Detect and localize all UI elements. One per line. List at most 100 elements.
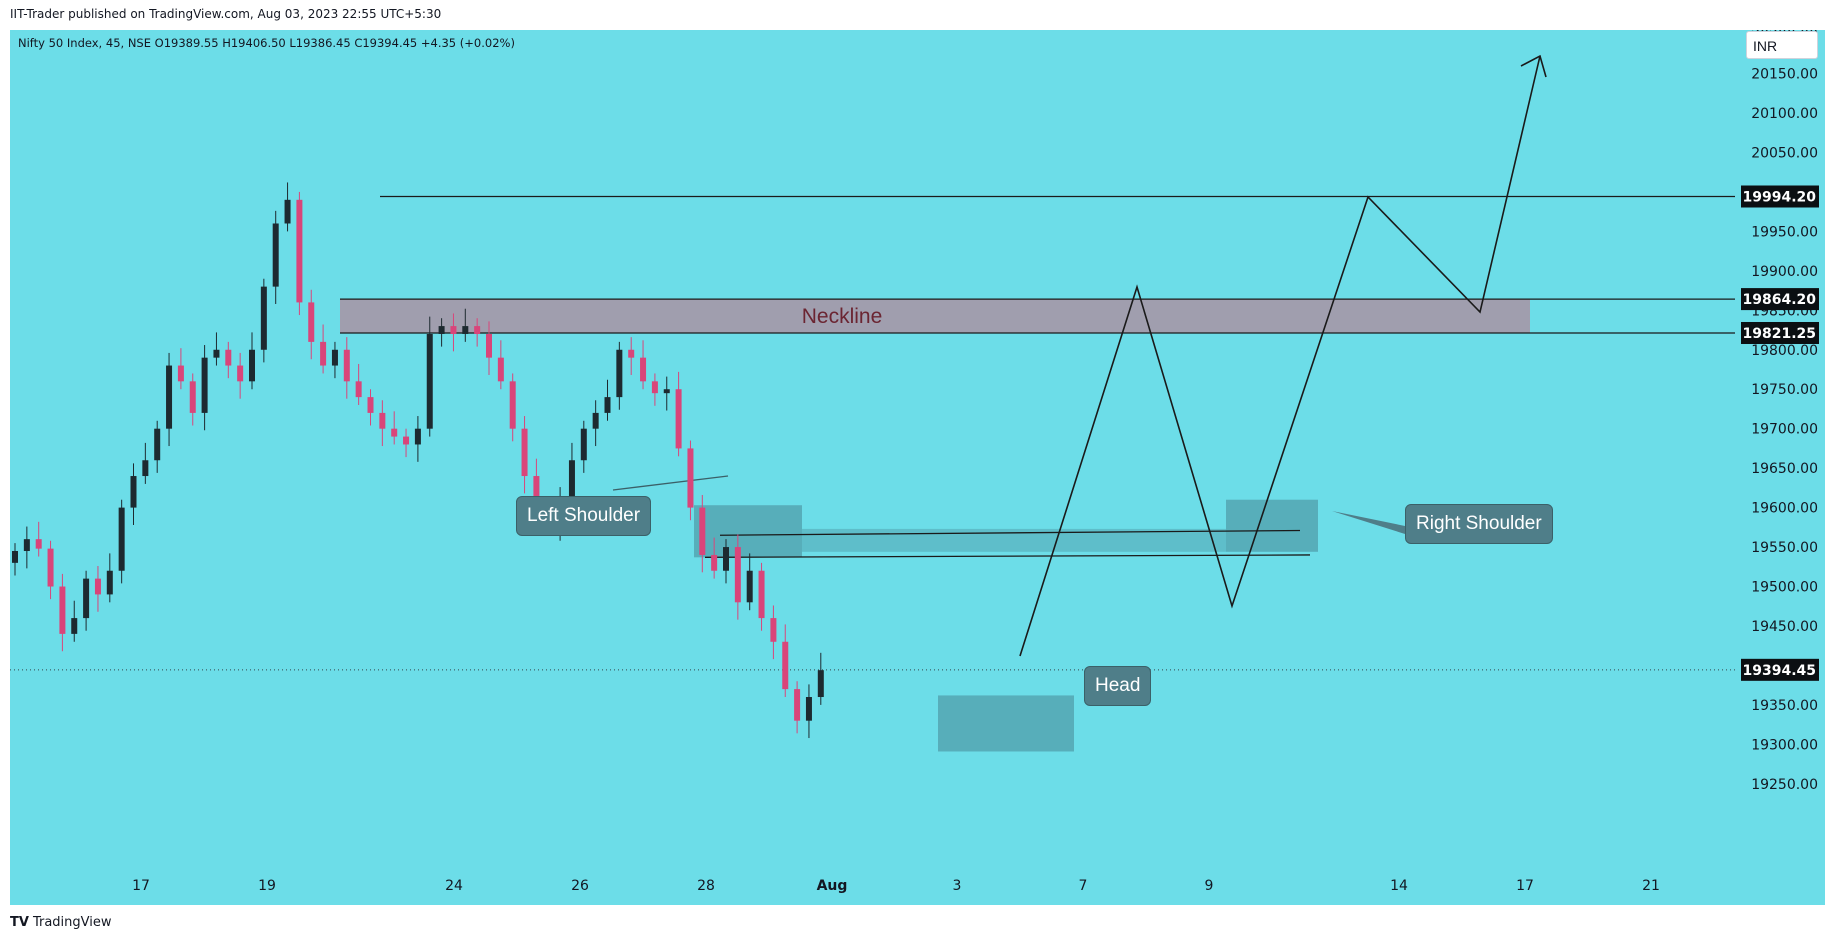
candle	[83, 570, 90, 631]
publisher-bar: IIT-Trader published on TradingView.com,…	[0, 0, 1835, 30]
candle	[296, 191, 303, 316]
horizontal-levels	[10, 195, 1735, 671]
y-tick-label: 19500.00	[1751, 580, 1818, 596]
candle	[462, 308, 469, 342]
price-label-text: 19821.25	[1742, 326, 1816, 342]
candle	[343, 337, 350, 399]
candle-body	[118, 507, 125, 571]
candle	[225, 341, 232, 379]
price-label: 19994.20	[1741, 185, 1819, 208]
currency-selector[interactable]: INR	[1746, 31, 1818, 59]
candle-body	[746, 570, 753, 603]
candle-body	[474, 326, 481, 334]
shoulder-line-upper	[719, 529, 1301, 536]
price-label-text: 19994.20	[1742, 190, 1816, 206]
candle	[770, 605, 777, 660]
candle	[130, 463, 137, 525]
candle	[249, 332, 255, 390]
price-label: 19821.25	[1741, 321, 1819, 344]
candle	[497, 340, 504, 390]
candle	[758, 562, 765, 631]
candle	[651, 373, 658, 406]
candle-body	[782, 641, 789, 690]
candle	[486, 321, 492, 376]
candle	[426, 316, 433, 437]
candle-body	[580, 428, 587, 461]
candle	[746, 553, 753, 611]
candle	[616, 341, 623, 410]
candle-body	[83, 578, 90, 619]
candle	[414, 416, 421, 462]
price-label-bg	[1741, 288, 1819, 311]
projection-path	[1019, 55, 1541, 657]
candle	[723, 539, 729, 584]
candle	[71, 600, 78, 642]
candle	[23, 526, 30, 569]
y-tick-label: 20100.00	[1751, 106, 1818, 122]
candle-body	[177, 365, 184, 382]
candle-body	[272, 223, 279, 287]
candle	[284, 182, 291, 232]
y-tick-label: 19250.00	[1751, 777, 1818, 793]
candle	[782, 624, 789, 698]
candle	[640, 340, 647, 390]
candle	[12, 543, 18, 576]
head-zone	[938, 695, 1074, 752]
candle-body	[592, 412, 599, 429]
candle-body	[403, 436, 410, 445]
candle	[272, 210, 279, 304]
candle	[592, 400, 599, 447]
candle	[213, 332, 220, 366]
candle	[675, 371, 682, 457]
tradingview-logo[interactable]: TV TradingView	[10, 915, 111, 930]
axes: 19250.0019300.0019350.0019400.0019450.00…	[132, 30, 1819, 894]
candle	[166, 352, 173, 447]
tradingview-logo-mark: TV	[10, 915, 29, 930]
neck-band-zone	[802, 528, 1226, 552]
candle	[699, 494, 706, 573]
candle-body	[379, 412, 386, 429]
candle-body	[486, 333, 492, 358]
candle-body	[166, 365, 173, 429]
candle-body	[367, 397, 374, 413]
x-tick-label: 24	[445, 878, 463, 894]
right-shoulder-zone	[1226, 499, 1318, 552]
candle	[628, 337, 635, 376]
price-label: 19864.20	[1741, 288, 1819, 311]
candle	[474, 318, 481, 347]
candle-body	[308, 302, 315, 342]
candles	[12, 182, 824, 739]
y-tick-label: 19550.00	[1751, 540, 1818, 556]
candle-body	[794, 689, 801, 721]
candle-body	[12, 551, 18, 563]
y-tick-label: 19450.00	[1751, 619, 1818, 635]
x-tick-label: 7	[1079, 878, 1088, 894]
y-tick-label: 20050.00	[1751, 145, 1818, 161]
candle	[509, 373, 516, 442]
chart-area[interactable]: Neckline19250.0019300.0019350.0019400.00…	[10, 30, 1825, 905]
left-shoulder-label: Left Shoulder	[516, 496, 652, 536]
candle	[201, 345, 208, 431]
y-tick-label: 19900.00	[1751, 264, 1818, 280]
projection-arrowhead	[1520, 54, 1547, 78]
y-tick-label: 19950.00	[1751, 224, 1818, 240]
candle-body	[805, 697, 812, 721]
candle	[711, 537, 718, 579]
x-tick-label: 9	[1205, 878, 1214, 894]
candle	[438, 318, 445, 347]
price-label: 19394.45	[1741, 658, 1819, 681]
candle-body	[106, 570, 113, 595]
x-tick-label: 3	[953, 878, 962, 894]
shoulder-line-lower	[704, 554, 1311, 558]
left-shoulder-zone	[694, 505, 802, 558]
candle	[154, 420, 161, 473]
tradingview-logo-text: TradingView	[32, 915, 112, 930]
candle-body	[687, 448, 694, 508]
price-chart[interactable]: Neckline19250.0019300.0019350.0019400.00…	[10, 30, 1825, 905]
candle-body	[616, 349, 623, 398]
candle	[142, 442, 149, 484]
candle-body	[130, 476, 137, 508]
candle-body	[675, 389, 682, 449]
candle-body	[414, 428, 421, 445]
candle-body	[213, 349, 220, 358]
